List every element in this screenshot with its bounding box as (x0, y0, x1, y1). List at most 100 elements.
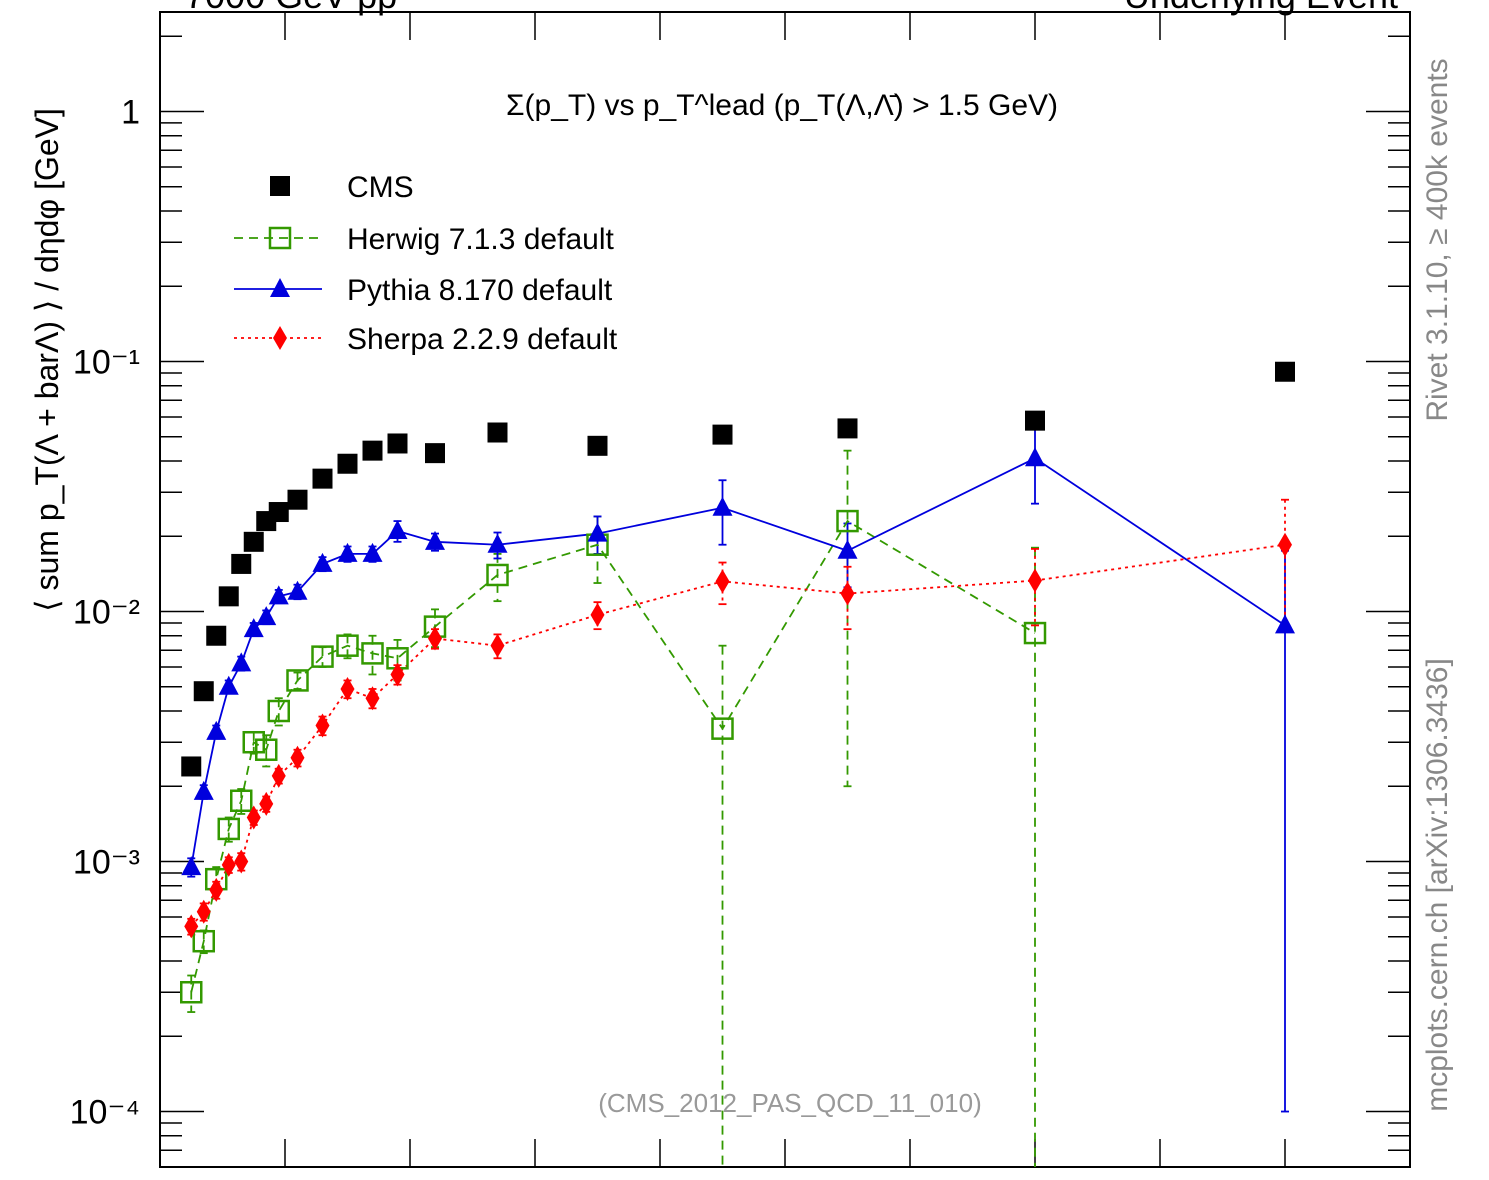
data-point (181, 856, 202, 876)
data-point (590, 602, 605, 627)
axis-ticks (159, 12, 1411, 1168)
data-point (837, 418, 858, 439)
data-point (268, 585, 289, 605)
data-point (243, 618, 264, 638)
data-point (287, 489, 308, 510)
data-point (425, 443, 445, 464)
chart-title: Σ(p_T) vs p_T^lead (p_T(Λ,Λ̄) > 1.5 GeV) (506, 89, 1058, 122)
data-point (390, 662, 405, 687)
data-point (312, 552, 333, 572)
data-point (315, 713, 330, 738)
data-point (487, 533, 508, 553)
data-point (193, 780, 214, 800)
legend-label-cms: CMS (347, 171, 414, 204)
data-point (312, 468, 333, 489)
series-line (190, 519, 1036, 993)
watermark: (CMS_2012_PAS_QCD_11_010) (598, 1088, 981, 1118)
data-point (231, 553, 252, 574)
data-point (587, 522, 608, 542)
data-point (246, 805, 261, 830)
y-tick-label: 10⁻¹ (73, 344, 140, 382)
data-point (712, 424, 733, 445)
data-point (217, 817, 240, 841)
data-point (234, 849, 249, 874)
legend-label-herwig: Herwig 7.1.3 default (347, 223, 614, 256)
y-tick-labels: 1 10⁻¹ 10⁻² 10⁻³ 10⁻⁴ (70, 93, 140, 1131)
data-point (425, 530, 445, 550)
legend-label-sherpa: Sherpa 2.2.9 default (347, 323, 618, 356)
legend-label-pythia: Pythia 8.170 default (347, 274, 613, 307)
data-point (268, 502, 289, 523)
data-point (286, 669, 309, 692)
data-point (311, 645, 334, 668)
data-markers (180, 361, 1295, 1004)
data-point (218, 586, 239, 607)
data-point (290, 745, 305, 770)
header-left: 7000 GeV pp (185, 0, 397, 16)
data-point (1278, 532, 1292, 557)
y-tick-label: 10⁻⁴ (70, 1094, 140, 1132)
data-point (259, 791, 274, 816)
legend-marker (268, 226, 292, 250)
y-axis-label: ⟨ sum p_T(Λ + barΛ) ⟩ / dηdφ [GeV] (29, 108, 65, 612)
data-point (206, 625, 227, 646)
data-point (715, 569, 730, 594)
data-point (387, 433, 408, 454)
data-point (206, 720, 227, 740)
data-point (1025, 447, 1045, 467)
series-lines (190, 457, 1286, 993)
data-point (587, 435, 608, 456)
data-point (340, 676, 355, 701)
legend: CMS Herwig 7.1.3 default Pythia 8.170 de… (234, 171, 618, 356)
series-line (190, 543, 1286, 928)
data-point (231, 652, 252, 672)
data-point (337, 542, 358, 562)
data-point (256, 606, 277, 626)
y-tick-label: 10⁻² (73, 594, 140, 632)
legend-marker (270, 176, 290, 196)
data-point (193, 681, 214, 702)
data-point (836, 509, 859, 533)
data-point (712, 496, 733, 516)
data-point (361, 642, 384, 665)
data-point (218, 675, 239, 695)
data-point (255, 738, 278, 761)
data-point (267, 699, 290, 723)
data-point (428, 626, 442, 651)
data-point (184, 914, 199, 939)
data-point (1028, 568, 1042, 593)
side-text-bottom: mcplots.cern.ch [arXiv:1306.3436] (1421, 658, 1454, 1112)
data-point (486, 563, 509, 587)
data-point (221, 852, 236, 877)
header-right: Underlying Event (1124, 0, 1398, 16)
data-point (837, 539, 858, 559)
data-point (1025, 410, 1045, 431)
data-point (180, 980, 203, 1004)
data-point (487, 422, 508, 443)
data-point (209, 877, 224, 902)
data-point (365, 686, 380, 711)
data-point (490, 633, 505, 658)
data-point (362, 542, 383, 562)
data-point (336, 634, 359, 657)
data-point (337, 453, 358, 474)
data-point (243, 531, 264, 552)
data-point (387, 519, 408, 539)
error-bars (187, 425, 1289, 1167)
legend-marker (273, 326, 287, 350)
data-point (1023, 621, 1047, 645)
data-point (362, 440, 383, 461)
y-tick-label: 1 (121, 93, 140, 131)
data-point (181, 756, 202, 777)
data-point (230, 789, 253, 813)
y-tick-label: 10⁻³ (73, 844, 140, 882)
data-point (287, 580, 308, 600)
data-point (1275, 361, 1295, 382)
data-point (196, 899, 211, 924)
data-point (192, 929, 215, 953)
series-line (190, 457, 1286, 868)
data-point (242, 730, 265, 754)
legend-marker (270, 278, 290, 297)
side-text-top: Rivet 3.1.10, ≥ 400k events (1421, 58, 1454, 421)
